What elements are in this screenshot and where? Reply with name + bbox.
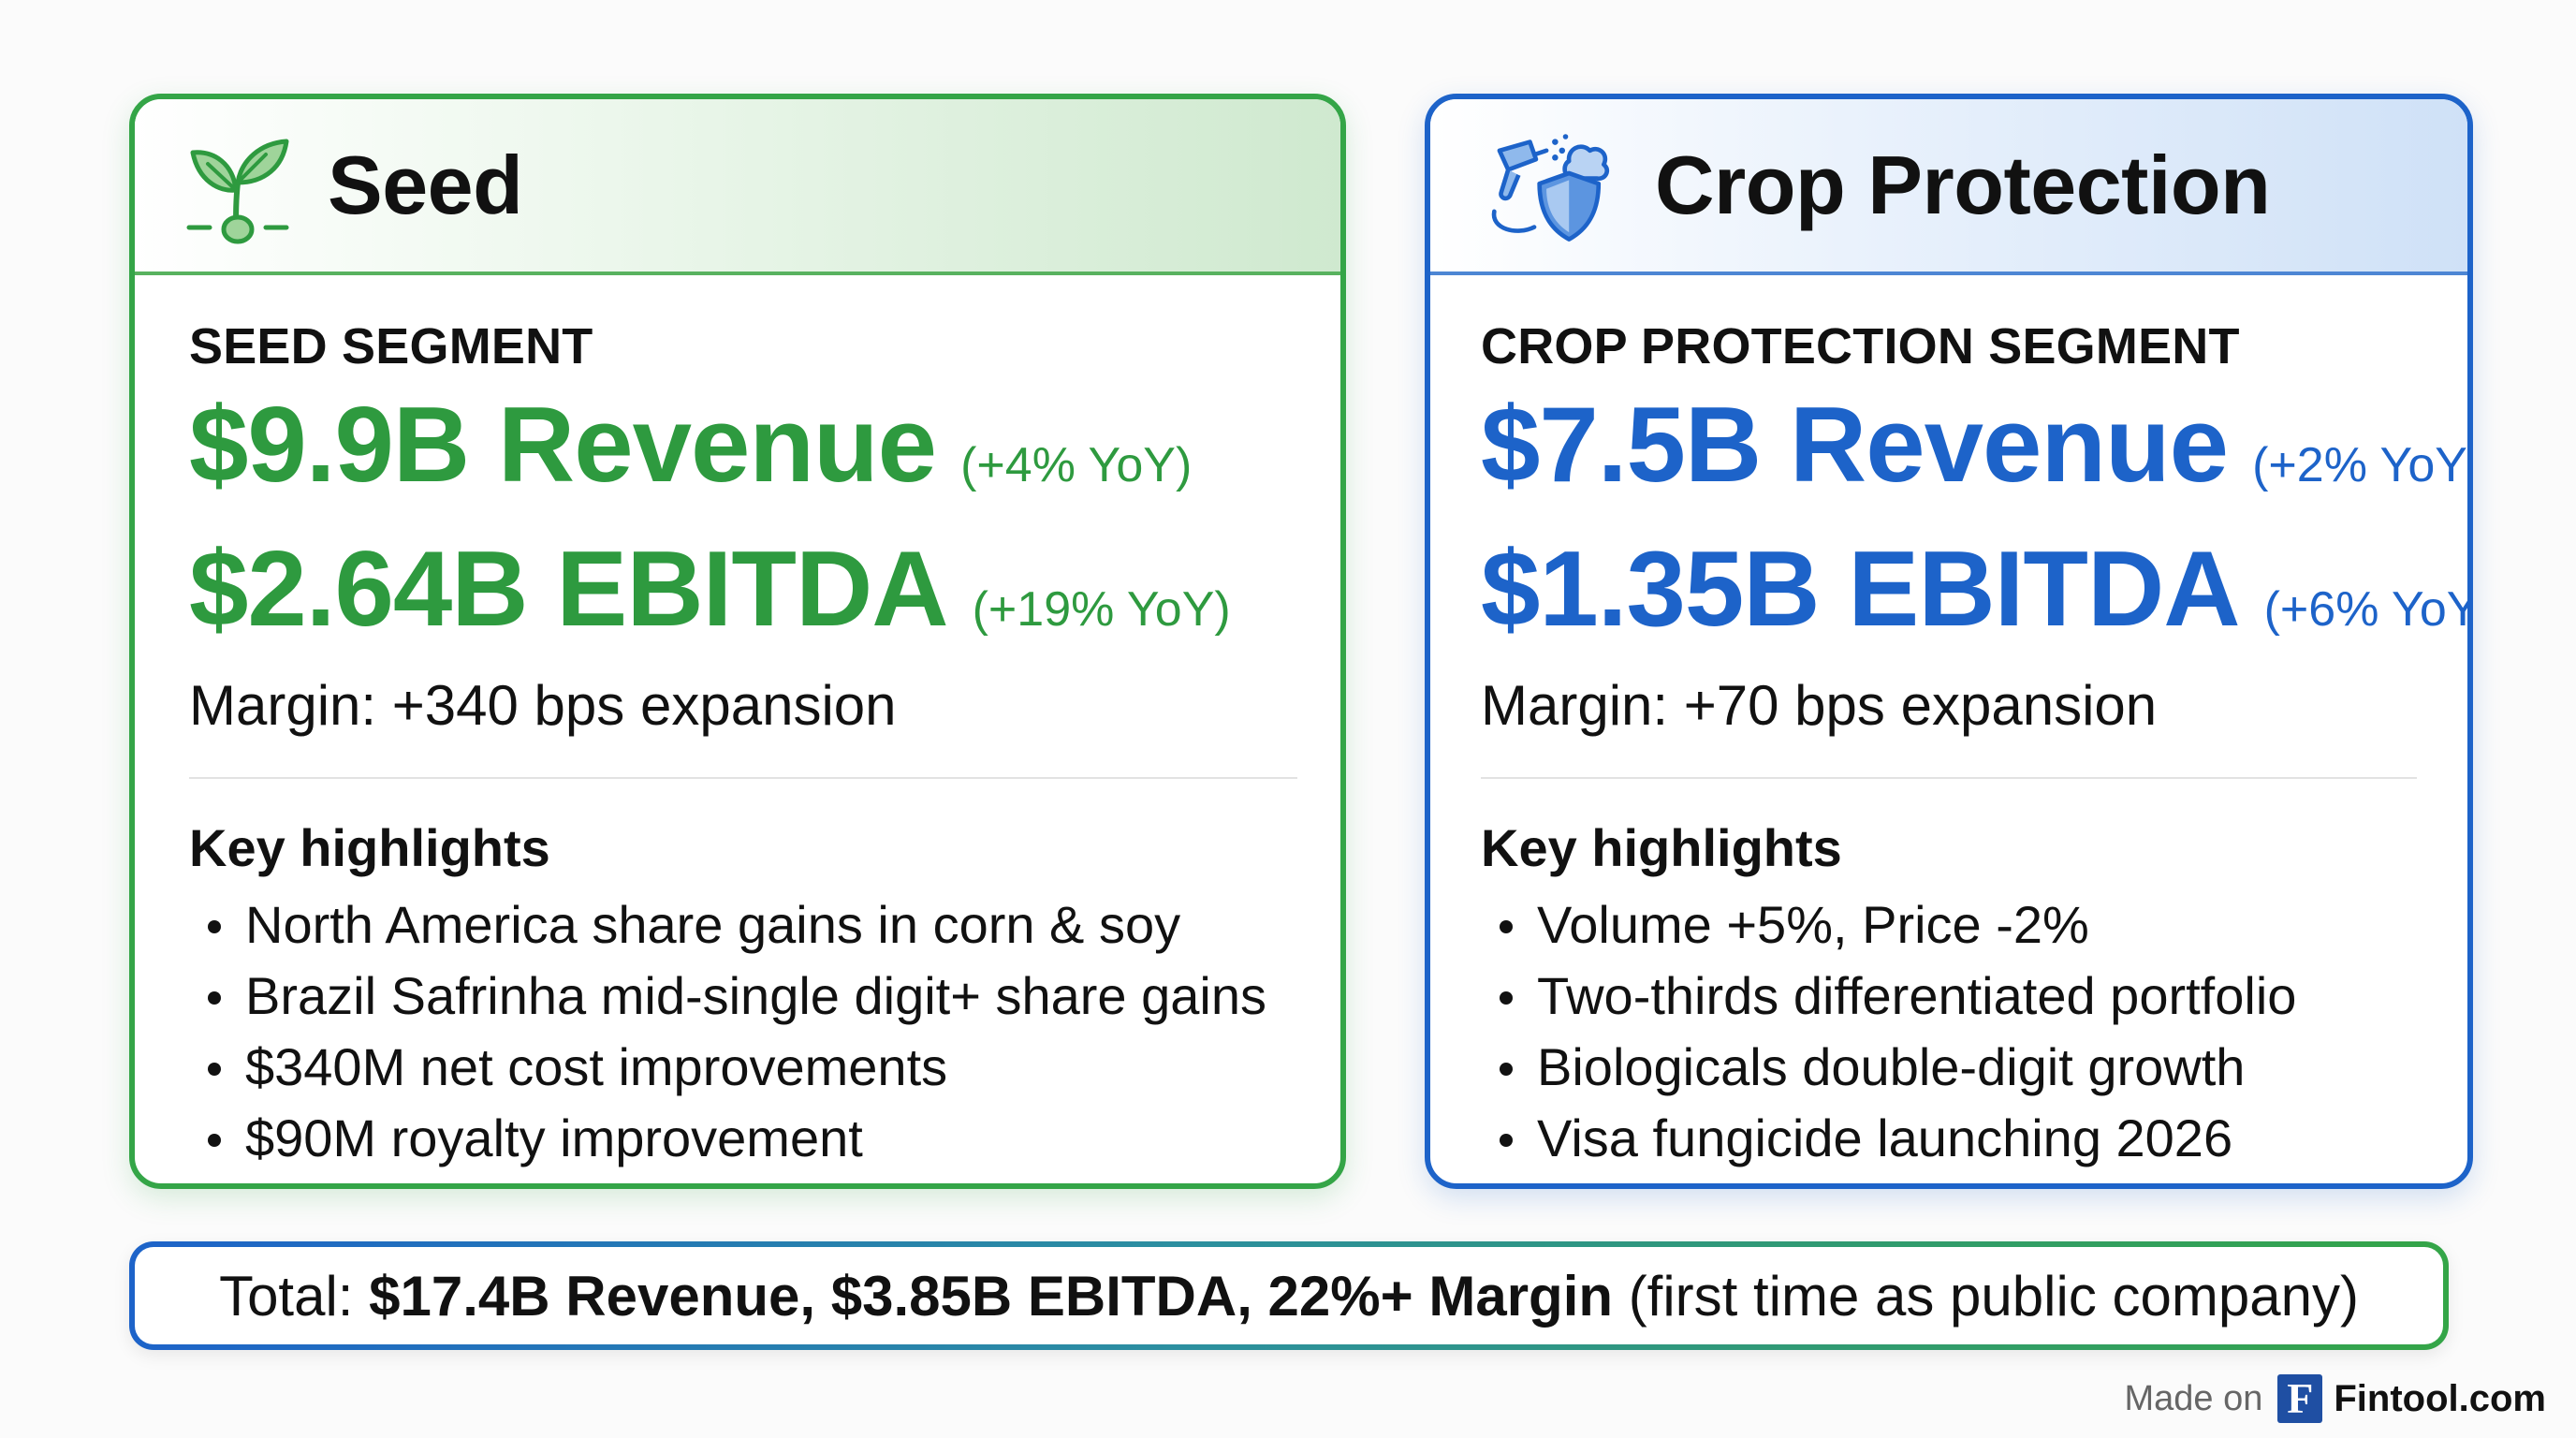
crop-card-body: CROP PROTECTION SEGMENT $7.5B Revenue (+… [1430,275,2467,1174]
revenue-row: $9.9B Revenue (+4% YoY) [189,384,1340,515]
highlight-item: $340M net cost improvements [189,1032,1340,1103]
ebitda-value: $2.64B EBITDA [189,530,949,649]
highlight-item: Brazil Safrinha mid-single digit+ share … [189,961,1340,1032]
revenue-value: $9.9B Revenue [189,386,937,505]
ebitda-row: $1.35B EBITDA (+6% YoY) [1481,528,2467,659]
highlights-list: North America share gains in corn & soy … [189,889,1340,1174]
highlight-item: North America share gains in corn & soy [189,889,1340,961]
footer-attribution: Made on F Fintool.com [2124,1372,2546,1425]
revenue-row: $7.5B Revenue (+2% YoY) [1481,384,2467,515]
highlights-title: Key highlights [189,818,550,877]
revenue-yoy: (+4% YoY) [960,438,1193,492]
card-title: Crop Protection [1655,139,2271,231]
crop-protection-card: Crop Protection CROP PROTECTION SEGMENT … [1425,94,2473,1189]
divider [189,777,1297,779]
highlights-list: Volume +5%, Price -2% Two-thirds differe… [1481,889,2467,1174]
sprayer-shield-icon [1491,134,1610,242]
made-on-text: Made on [2124,1378,2263,1418]
highlights-title: Key highlights [1481,818,1842,877]
fintool-logo-icon: F [2277,1374,2323,1423]
segment-label: SEED SEGMENT [189,318,593,374]
ebitda-row: $2.64B EBITDA (+19% YoY) [189,528,1340,659]
crop-card-header: Crop Protection [1430,99,2467,275]
ebitda-yoy: (+6% YoY) [2263,582,2473,637]
margin-text: Margin: +340 bps expansion [189,674,897,737]
divider [1481,777,2417,779]
seed-card-header: Seed [135,99,1340,275]
highlight-item: Visa fungicide launching 2026 [1481,1103,2467,1174]
total-prefix: Total: [219,1264,370,1328]
revenue-value: $7.5B Revenue [1481,386,2229,505]
highlight-item: $90M royalty improvement [189,1103,1340,1174]
brand-link[interactable]: Fintool.com [2334,1377,2546,1419]
highlight-item: Volume +5%, Price -2% [1481,889,2467,961]
seed-card-body: SEED SEGMENT $9.9B Revenue (+4% YoY) $2.… [135,275,1340,1174]
ebitda-value: $1.35B EBITDA [1481,530,2241,649]
total-suffix: (first time as public company) [1613,1264,2359,1328]
seed-card: Seed SEED SEGMENT $9.9B Revenue (+4% YoY… [129,94,1346,1189]
segment-label: CROP PROTECTION SEGMENT [1481,318,2240,374]
card-title: Seed [328,139,523,231]
revenue-yoy: (+2% YoY) [2252,438,2473,492]
total-summary-bar: Total: $17.4B Revenue, $3.85B EBITDA, 22… [129,1241,2449,1350]
highlight-item: Two-thirds differentiated portfolio [1481,961,2467,1032]
margin-text: Margin: +70 bps expansion [1481,674,2158,737]
total-figures: $17.4B Revenue, $3.85B EBITDA, 22%+ Marg… [369,1264,1614,1328]
ebitda-yoy: (+19% YoY) [972,582,1231,637]
highlight-item: Biologicals double-digit growth [1481,1032,2467,1103]
sprout-icon [186,139,289,244]
